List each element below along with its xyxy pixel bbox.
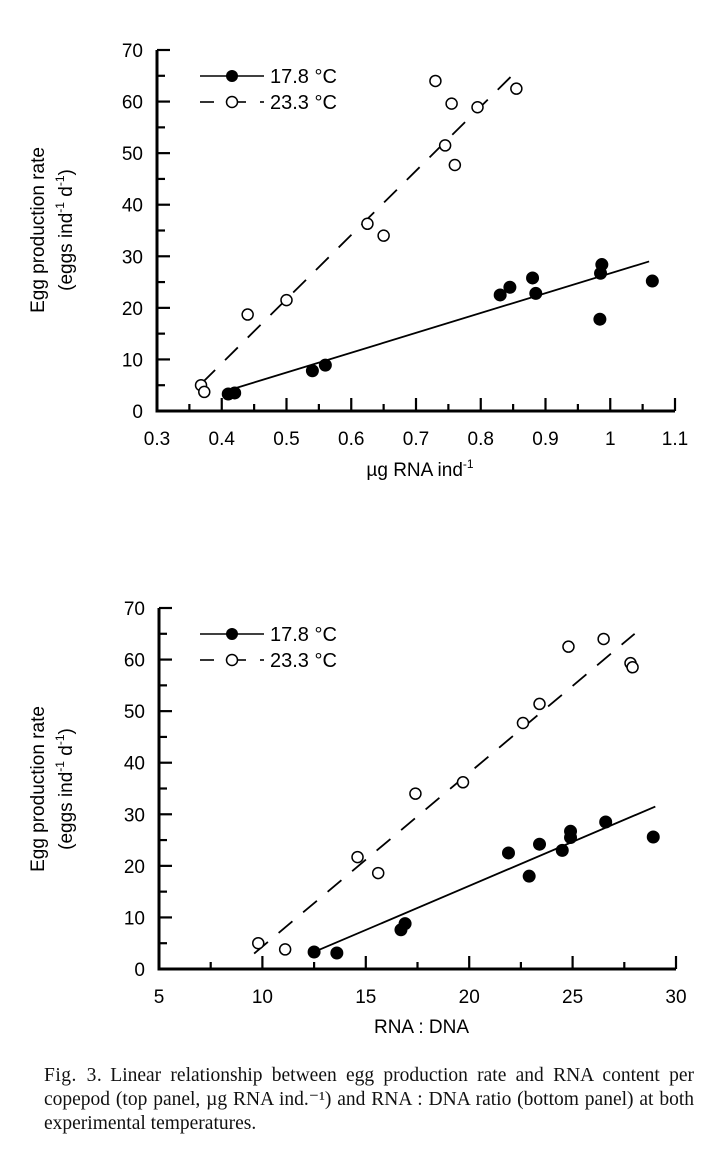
data-point-filled	[526, 271, 540, 285]
y-axis-label-line1: Egg production rate	[28, 147, 49, 313]
data-point-filled	[493, 288, 507, 302]
data-point-filled	[529, 286, 543, 300]
x-axis-label: RNA : DNA	[374, 1017, 469, 1038]
chart-panel-top: 0 10 20 30 40 50 60 70 0.3 0.4 0.5 0.6 0.7 0.8 0.9 1 1.1…	[28, 41, 688, 481]
legend: 17.8 °C 23.3 °C	[200, 624, 337, 672]
y-tick-label: 40	[124, 754, 145, 775]
fit-line-dashed	[253, 633, 636, 955]
y-tick-label: 50	[124, 702, 145, 723]
x-tick-label: 20	[459, 987, 480, 1008]
data-point-filled	[645, 274, 659, 288]
data-point-filled	[646, 830, 660, 844]
data-point-open	[516, 716, 530, 730]
y-tick-label: 10	[124, 908, 145, 929]
fit-line-dashed	[201, 67, 521, 384]
data-point-filled	[503, 280, 517, 294]
x-tick-label: 15	[355, 987, 376, 1008]
data-point-filled	[318, 358, 332, 372]
y-axis-label-line2: (eggs ind-1 d-1)	[53, 728, 77, 850]
legend-label: 17.8 °C	[270, 66, 337, 88]
y-tick-label: 0	[132, 402, 143, 423]
x-tick-label: 0.7	[403, 429, 429, 450]
data-point-open	[429, 74, 442, 88]
data-point-open	[351, 850, 364, 864]
data-point-open	[280, 293, 293, 307]
x-tick-label: 0.9	[532, 429, 558, 450]
legend-marker-filled	[226, 70, 238, 82]
x-tick-label: 0.3	[144, 429, 170, 450]
data-point-open	[471, 100, 484, 114]
chart-panel-bottom: 0 10 20 30 40 50 60 70 5 10 15 20 25 30 RNA : DNA Egg p…	[28, 599, 687, 1038]
x-tick-label: 0.6	[338, 429, 364, 450]
y-tick-label: 30	[124, 805, 145, 826]
data-point-open	[448, 158, 462, 172]
y-tick-label: 30	[122, 247, 143, 268]
y-tick-label: 0	[134, 960, 145, 981]
fit-line-solid	[313, 805, 656, 953]
data-point-filled	[599, 815, 613, 829]
legend-label: 23.3 °C	[270, 650, 337, 672]
data-point-filled	[533, 837, 547, 851]
y-axis-label-line1: Egg production rate	[28, 706, 49, 872]
x-tick-label: 0.4	[209, 429, 236, 450]
data-point-open	[562, 640, 575, 653]
data-point-filled	[305, 364, 319, 378]
data-point-open	[445, 97, 458, 110]
data-point-filled	[330, 946, 344, 960]
data-point-filled	[564, 824, 578, 838]
data-point-filled	[522, 869, 536, 883]
x-tick-label: 1.1	[662, 429, 688, 450]
data-point-open	[241, 308, 254, 321]
data-point-filled	[228, 386, 242, 400]
y-tick-label: 60	[122, 93, 143, 114]
data-point-open	[278, 943, 292, 956]
x-axis-label: µg RNA ind-1	[366, 457, 473, 481]
data-point-filled	[398, 917, 412, 931]
data-point-open	[198, 385, 211, 399]
y-tick-label: 10	[122, 350, 143, 371]
x-tick-label: 0.5	[273, 429, 299, 450]
x-tick-label: 30	[665, 987, 686, 1008]
y-tick-label: 20	[122, 299, 143, 320]
legend-label: 23.3 °C	[270, 92, 337, 114]
y-tick-label: 70	[124, 599, 145, 620]
y-tick-label: 50	[122, 144, 143, 165]
data-point-open	[252, 936, 265, 950]
data-point-open	[361, 217, 374, 231]
caption-text: Linear relationship between egg producti…	[44, 1065, 694, 1134]
y-tick-label: 20	[124, 857, 145, 878]
data-point-open	[409, 787, 422, 800]
x-tick-label: 5	[154, 987, 165, 1008]
data-point-filled	[307, 945, 321, 959]
data-point-open	[438, 139, 452, 152]
x-tick-label: 0.8	[468, 429, 494, 450]
y-tick-label: 60	[124, 651, 145, 672]
fit-line-solid	[227, 260, 650, 392]
legend: 17.8 °C 23.3 °C	[200, 66, 337, 114]
x-tick-label: 1	[605, 429, 616, 450]
legend-marker-open	[225, 95, 239, 109]
data-point-filled	[555, 843, 569, 857]
legend-marker-filled	[226, 628, 238, 640]
data-point-filled	[593, 312, 607, 326]
data-point-open	[377, 229, 390, 242]
data-point-open	[371, 866, 385, 880]
y-tick-label: 70	[122, 41, 143, 62]
y-tick-label: 40	[122, 196, 143, 217]
y-axis-label-line2: (eggs ind-1 d-1)	[53, 169, 77, 291]
data-point-open	[510, 82, 523, 95]
x-tick-label: 10	[252, 987, 273, 1008]
legend-label: 17.8 °C	[270, 624, 337, 646]
data-point-open	[597, 632, 610, 646]
data-point-open	[456, 776, 470, 789]
figure-caption: Fig. 3. Linear relationship between egg p…	[44, 1064, 694, 1136]
legend-marker-open	[225, 653, 239, 667]
data-point-open	[533, 697, 546, 711]
data-point-filled	[595, 258, 609, 272]
data-point-open	[626, 661, 639, 674]
x-tick-label: 25	[562, 987, 583, 1008]
caption-label: Fig. 3.	[44, 1065, 103, 1086]
data-point-filled	[501, 846, 515, 860]
